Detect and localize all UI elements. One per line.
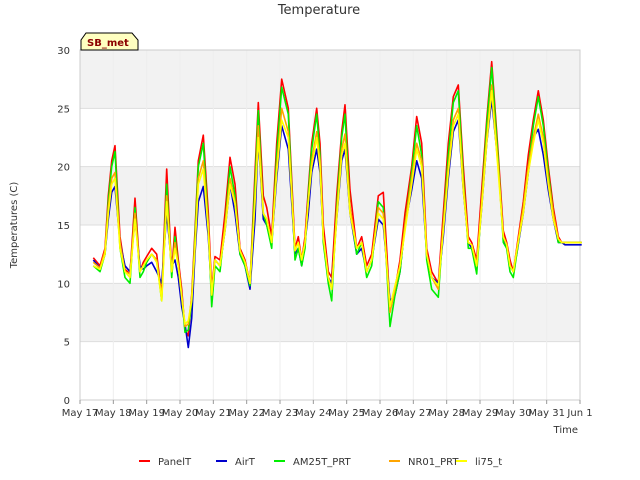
- y-axis-ticks: 0 5 10 15 20 25 30: [57, 46, 70, 407]
- x-tick-label: May 27: [395, 408, 432, 419]
- legend-item: AM25T_PRT: [274, 457, 352, 468]
- x-tick-label: May 25: [328, 408, 365, 419]
- x-tick-label: May 22: [228, 408, 265, 419]
- legend-item: NR01_PRT: [389, 457, 459, 468]
- legend-label: PanelT: [158, 457, 192, 468]
- chart-title: Temperature: [277, 3, 360, 18]
- x-axis-label: Time: [553, 425, 578, 436]
- y-tick-label: 20: [57, 163, 70, 174]
- y-tick-label: 15: [57, 221, 70, 232]
- grid-band: [80, 166, 580, 225]
- legend-label: AirT: [235, 457, 256, 468]
- legend: PanelT AirT AM25T_PRT NR01_PRT li75_t: [139, 457, 502, 468]
- x-tick-label: May 31: [528, 408, 565, 419]
- y-tick-label: 0: [64, 396, 70, 407]
- legend-label: NR01_PRT: [408, 457, 459, 468]
- x-tick-label: May 29: [462, 408, 499, 419]
- legend-item: AirT: [216, 457, 256, 468]
- legend-item: li75_t: [456, 457, 502, 468]
- x-tick-label: May 26: [362, 408, 399, 419]
- x-tick-label: May 17: [62, 408, 99, 419]
- badge-label: SB_met: [87, 38, 129, 49]
- x-tick-label: May 23: [262, 408, 299, 419]
- legend-label: li75_t: [475, 457, 502, 468]
- x-tick-label: May 19: [128, 408, 165, 419]
- y-tick-label: 30: [57, 46, 70, 57]
- x-tick-label: May 20: [162, 408, 199, 419]
- x-tick-label: May 21: [195, 408, 232, 419]
- series-group: [92, 60, 582, 349]
- legend-label: AM25T_PRT: [293, 457, 352, 468]
- x-tick-label: May 18: [95, 408, 132, 419]
- grid-band: [80, 50, 580, 109]
- series-line-li75-t: [92, 90, 582, 326]
- y-tick-label: 10: [57, 279, 70, 290]
- legend-item: PanelT: [139, 457, 192, 468]
- x-tick-label: May 24: [295, 408, 332, 419]
- badge-shape: [80, 32, 139, 51]
- plot-bands: [80, 50, 580, 342]
- series-line-am25t-prt: [92, 66, 582, 334]
- y-tick-label: 25: [57, 104, 70, 115]
- y-axis-label: Temperatures (C): [9, 182, 20, 270]
- x-tick-label: May 28: [428, 408, 465, 419]
- station-badge: SB_met: [80, 32, 139, 51]
- y-tick-label: 5: [64, 338, 70, 349]
- x-tick-label: May 30: [495, 408, 532, 419]
- plot-frame: [79, 49, 581, 401]
- x-tick-label: Jun 1: [566, 408, 592, 419]
